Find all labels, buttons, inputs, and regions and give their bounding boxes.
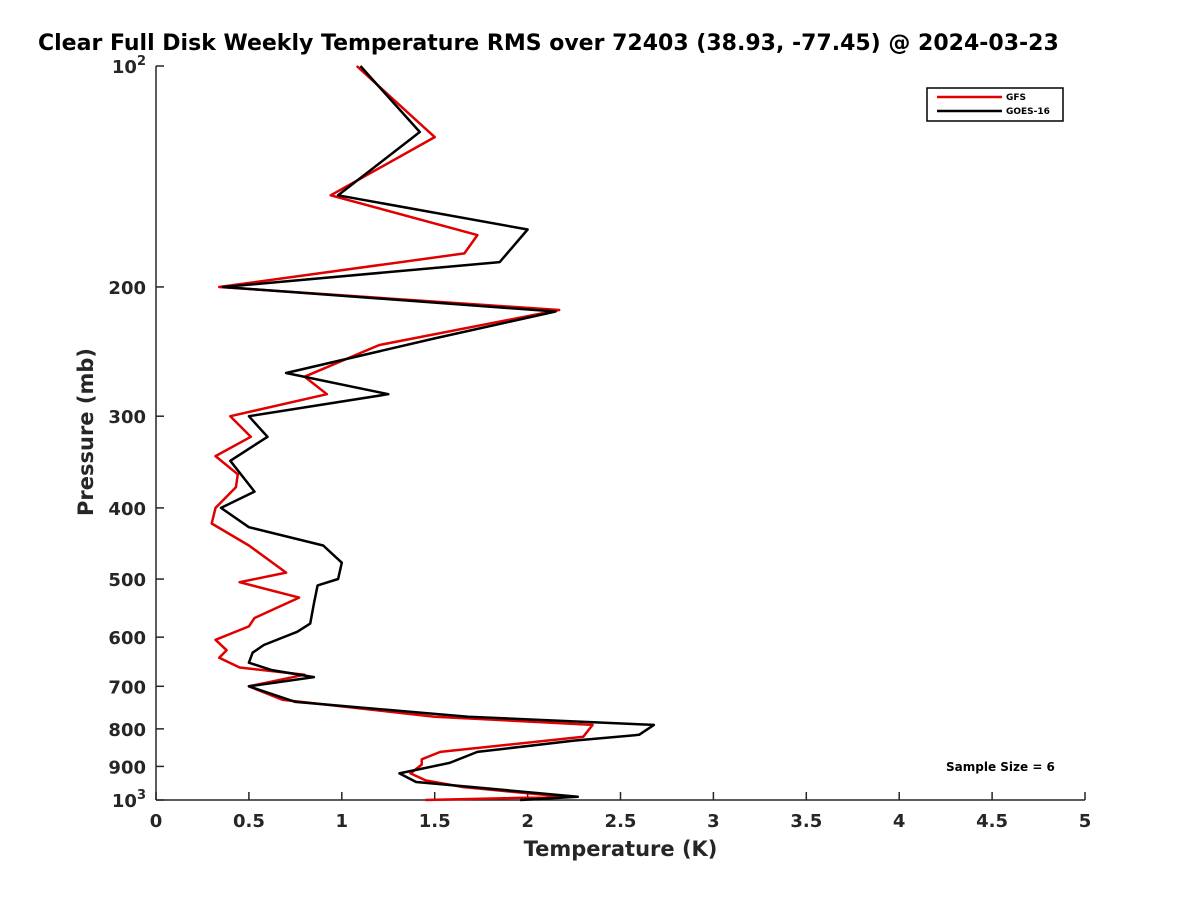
x-tick-label: 0.5 <box>233 811 265 832</box>
y-tick-label: 800 <box>108 720 146 741</box>
y-tick-base: 10 <box>112 57 137 78</box>
y-tick-exponent: 2 <box>137 54 146 69</box>
y-tick-label: 102 <box>112 54 146 78</box>
y-tick-label: 700 <box>108 677 146 698</box>
series-lines <box>210 65 656 802</box>
x-tick-label: 2 <box>521 811 534 832</box>
x-tick-label: 3 <box>707 811 720 832</box>
x-tick-label: 1 <box>336 811 349 832</box>
legend: GFS GOES-16 <box>926 87 1064 122</box>
y-tick-label: 200 <box>108 278 146 299</box>
axes: 0 0.5 1 1.5 2 2.5 3 3.5 4 4.5 51022003004005006007… <box>108 54 1091 832</box>
x-tick-label: 4.5 <box>976 811 1008 832</box>
series-line-gfs <box>210 65 594 802</box>
legend-label-goes16: GOES-16 <box>1006 107 1050 117</box>
x-tick-label: 5 <box>1079 811 1092 832</box>
series-line-goes16 <box>219 65 656 802</box>
y-tick-label: 103 <box>112 788 146 812</box>
sample-size-annotation: Sample Size = 6 <box>946 760 1055 774</box>
y-axis-label: Pressure (mb) <box>74 348 98 516</box>
y-tick-exponent: 3 <box>137 788 146 803</box>
x-tick-label: 3.5 <box>790 811 822 832</box>
x-tick-label: 4 <box>893 811 906 832</box>
y-tick-label: 900 <box>108 757 146 778</box>
y-tick-label: 400 <box>108 499 146 520</box>
x-axis-label: Temperature (K) <box>524 837 718 861</box>
legend-label-gfs: GFS <box>1006 93 1026 103</box>
y-tick-label: 500 <box>108 570 146 591</box>
x-tick-label: 0 <box>150 811 163 832</box>
legend-box <box>926 87 1064 122</box>
y-tick-label: 600 <box>108 628 146 649</box>
y-tick-base: 10 <box>112 791 137 812</box>
y-tick-label: 300 <box>108 407 146 428</box>
x-tick-label: 2.5 <box>605 811 637 832</box>
x-tick-label: 1.5 <box>419 811 451 832</box>
chart-title: Clear Full Disk Weekly Temperature RMS o… <box>38 31 1059 56</box>
